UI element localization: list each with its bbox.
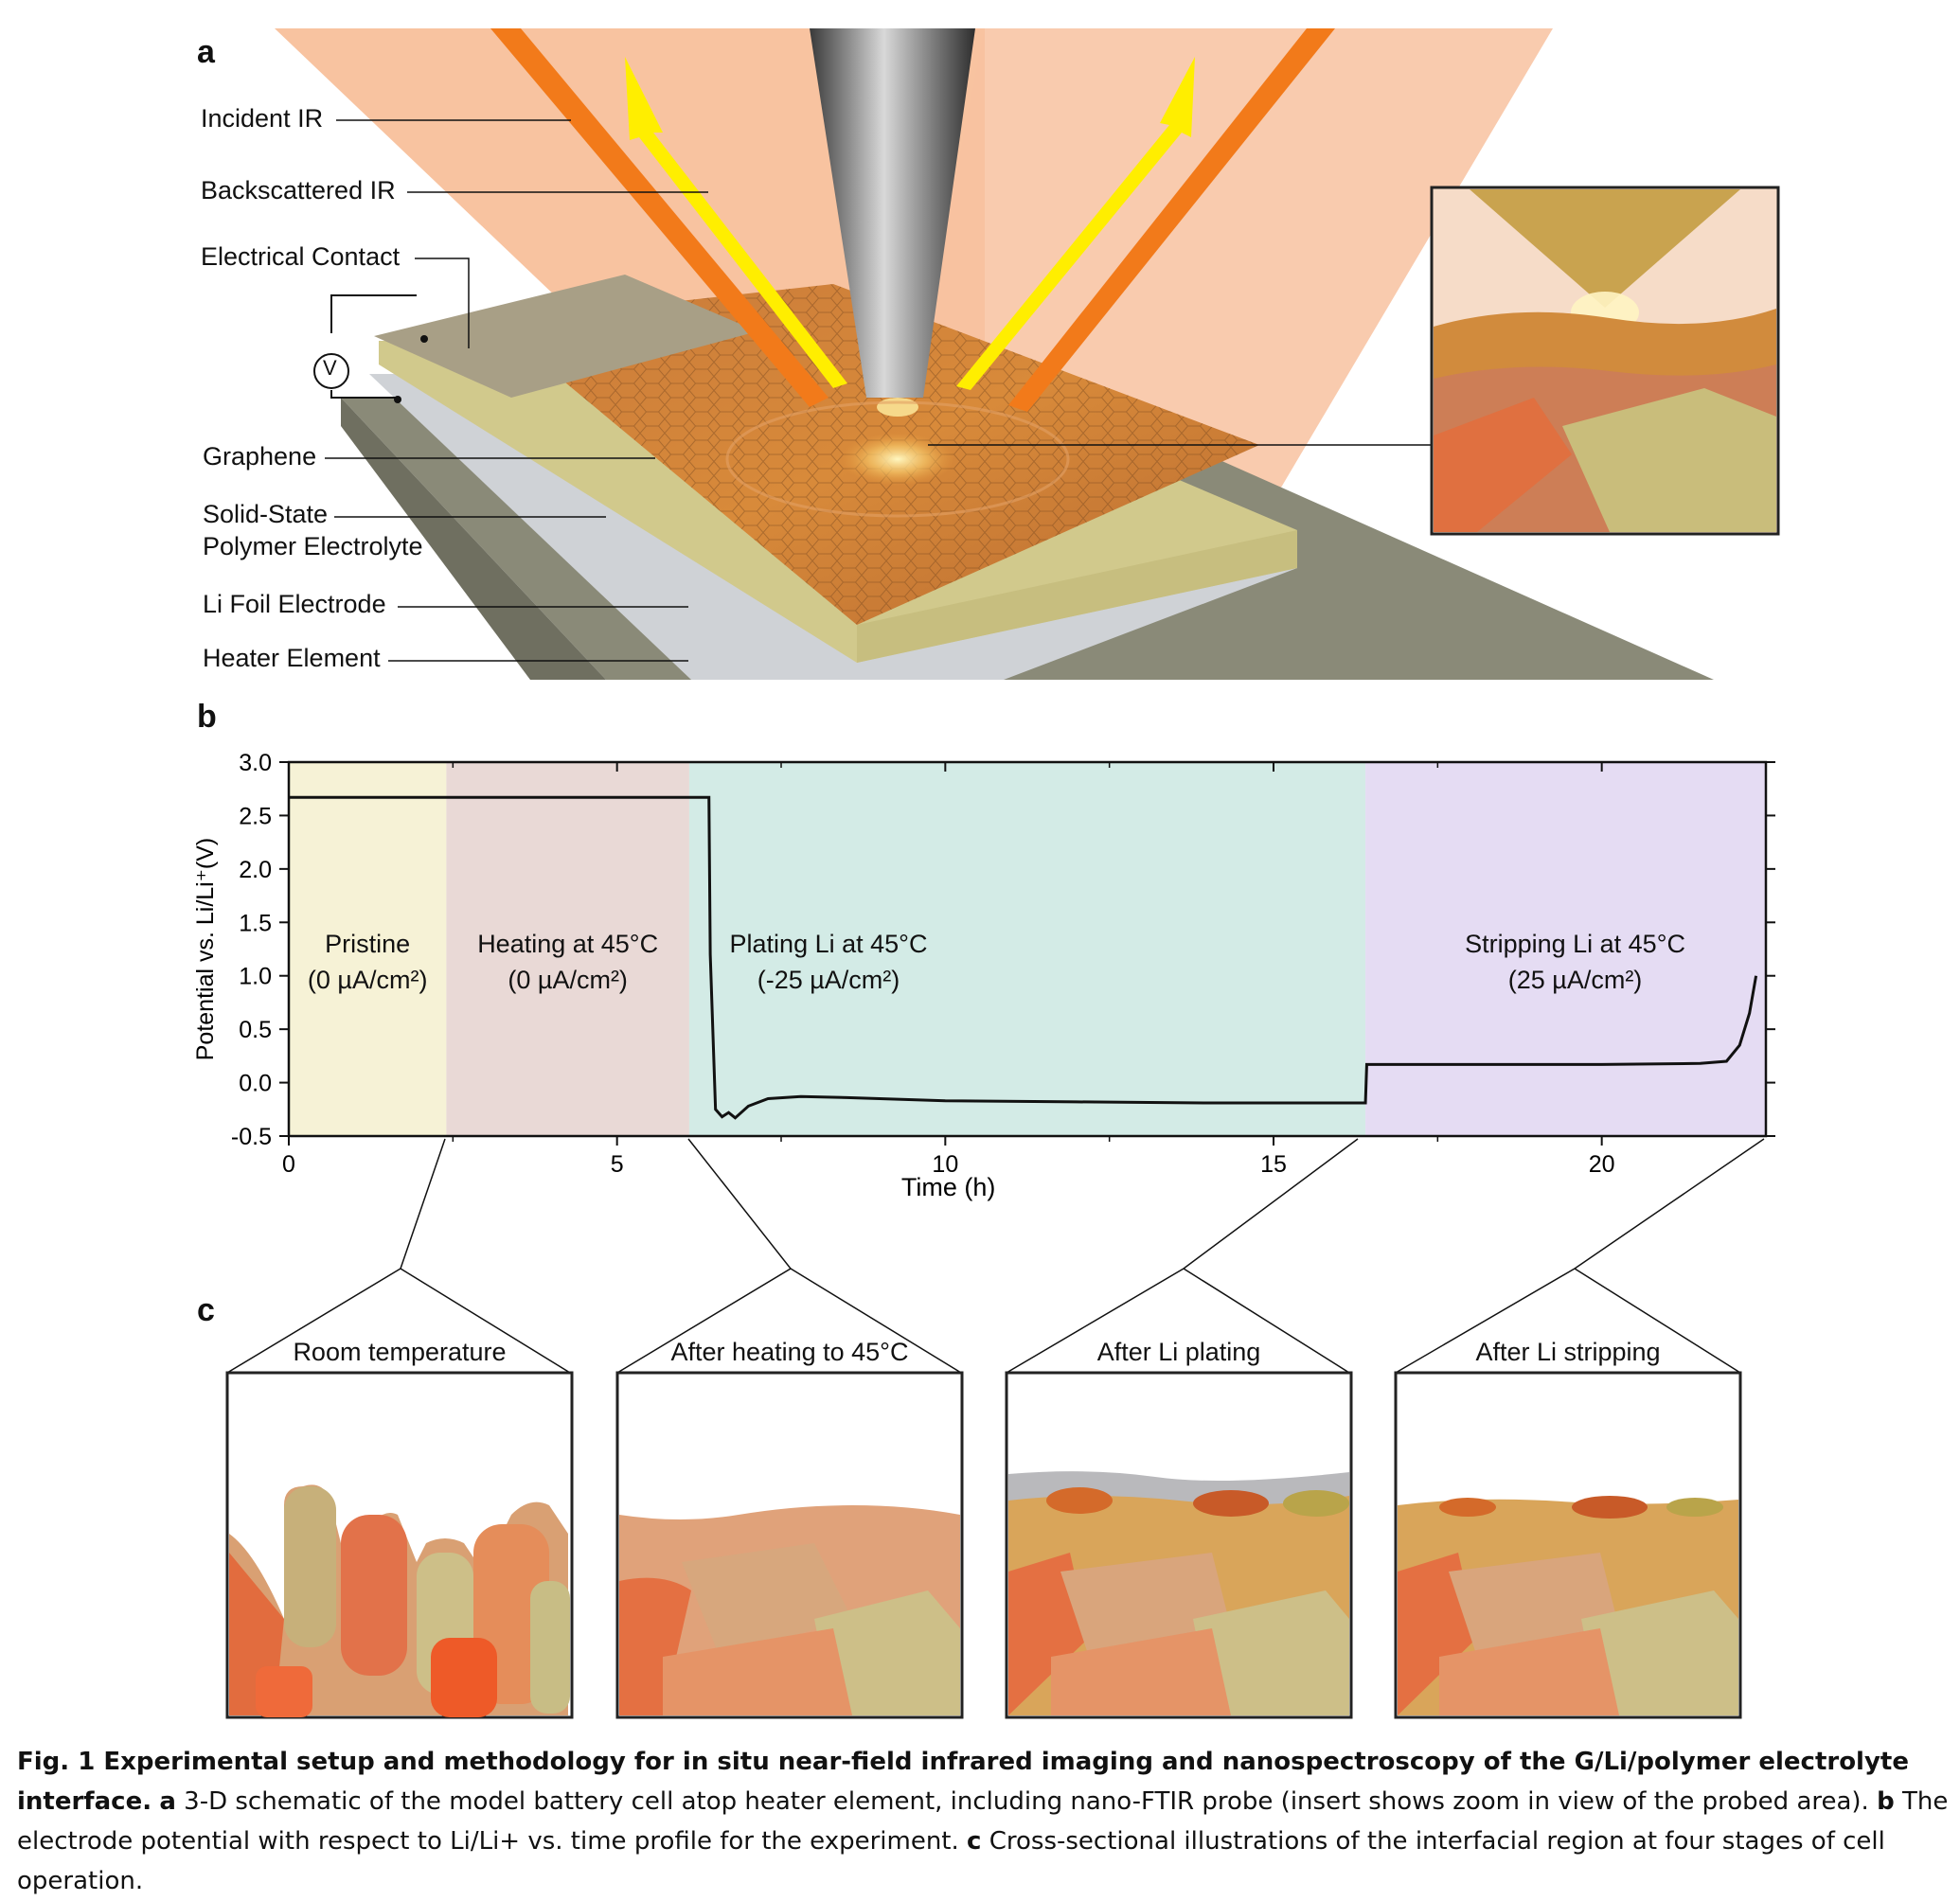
x-tick-label: 10 bbox=[932, 1151, 958, 1178]
caption-text-a: 3-D schematic of the model battery cell … bbox=[175, 1787, 1878, 1816]
stage-title-after-plating: After Li plating bbox=[1096, 1338, 1261, 1366]
region-2-sub: (-25 µA/cm²) bbox=[757, 966, 900, 995]
y-tick-label: 1.5 bbox=[239, 910, 272, 936]
caption-title: Fig. 1 Experimental setup and methodolog… bbox=[17, 1748, 1909, 1816]
stage-title-after-stripping: After Li stripping bbox=[1475, 1338, 1661, 1366]
caption-key-a: a bbox=[159, 1787, 176, 1816]
x-tick-label: 20 bbox=[1589, 1151, 1615, 1178]
potential-chart: 0 5 10 15 20 3.0 2.5 2.0 1.5 1.0 0.5 0.0 -0.5 Time (h… bbox=[192, 750, 1775, 1201]
y-tick-label: 0.5 bbox=[239, 1017, 272, 1043]
x-tick-label: 5 bbox=[611, 1151, 624, 1178]
figure-caption: Fig. 1 Experimental setup and methodolog… bbox=[17, 1742, 1949, 1901]
label-electrolyte-line1: Solid-State bbox=[203, 500, 329, 528]
x-axis-label: Time (h) bbox=[901, 1173, 996, 1201]
label-backscattered-ir: Backscattered IR bbox=[201, 176, 396, 204]
label-li-foil: Li Foil Electrode bbox=[203, 590, 386, 618]
region-0-background bbox=[289, 762, 447, 1136]
label-incident-ir: Incident IR bbox=[201, 104, 324, 133]
region-1-background bbox=[446, 762, 689, 1136]
x-tick-label: 15 bbox=[1260, 1151, 1287, 1178]
y-tick-label: 3.0 bbox=[239, 750, 272, 776]
y-tick-label: -0.5 bbox=[231, 1124, 272, 1150]
region-2-title: Plating Li at 45°C bbox=[729, 930, 928, 959]
region-0-title: Pristine bbox=[325, 930, 411, 959]
panel-a-letter: a bbox=[197, 34, 215, 70]
caption-text-c: Cross-sectional illustrations of the int… bbox=[17, 1827, 1885, 1895]
region-1-sub: (0 µA/cm²) bbox=[508, 966, 628, 995]
caption-key-b: b bbox=[1877, 1787, 1895, 1816]
caption-text-b: The electrode potential with respect to … bbox=[17, 1787, 1949, 1856]
x-tick-label: 0 bbox=[282, 1151, 295, 1178]
panel-c-letter: c bbox=[197, 1292, 215, 1328]
potential-series-line bbox=[289, 795, 1758, 1120]
region-3-title: Stripping Li at 45°C bbox=[1465, 930, 1685, 959]
region-0-sub: (0 µA/cm²) bbox=[307, 966, 428, 995]
y-tick-label: 0.0 bbox=[239, 1071, 272, 1097]
region-3-sub: (25 µA/cm²) bbox=[1507, 966, 1643, 995]
label-electrolyte-line2: Polymer Electrolyte bbox=[203, 532, 423, 560]
caption-key-c: c bbox=[967, 1827, 982, 1856]
voltmeter-symbol: V bbox=[323, 356, 337, 380]
stage-illustrations bbox=[225, 1138, 1765, 1719]
y-tick-label: 2.5 bbox=[239, 803, 272, 829]
label-heater: Heater Element bbox=[203, 644, 381, 672]
y-tick-label: 1.0 bbox=[239, 964, 272, 990]
plot-frame bbox=[287, 760, 1768, 1138]
schematic-illustration bbox=[275, 28, 1780, 680]
region-1-title: Heating at 45°C bbox=[477, 930, 659, 959]
label-graphene: Graphene bbox=[203, 442, 317, 471]
region-2-background bbox=[688, 762, 1366, 1136]
label-electrical-contact: Electrical Contact bbox=[201, 242, 401, 271]
region-3-background bbox=[1365, 762, 1766, 1136]
y-tick-label: 2.0 bbox=[239, 857, 272, 883]
panel-b-letter: b bbox=[197, 699, 217, 735]
stage-title-after-heating: After heating to 45°C bbox=[670, 1338, 909, 1366]
stage-title-room-temperature: Room temperature bbox=[293, 1338, 507, 1366]
y-axis-label: Potential vs. Li/Li⁺(V) bbox=[192, 838, 219, 1061]
